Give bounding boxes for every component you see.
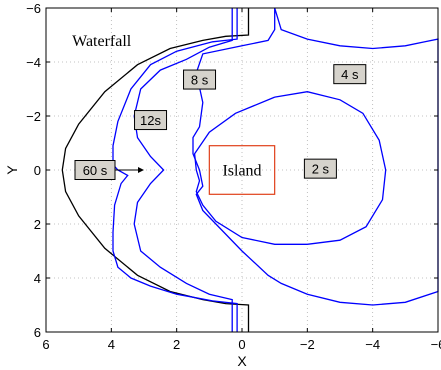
contour-line [112,8,238,332]
contour-label-box [183,69,217,90]
contour-label-box [333,64,367,85]
y-tick-label: −2 [26,109,41,124]
contour-line [193,91,387,245]
x-tick-label: −2 [300,337,315,352]
x-tick-label: −4 [365,337,380,352]
contour-label: 2 s [312,162,330,177]
contour-label: 60 s [83,163,108,178]
x-tick-label: 6 [42,337,49,352]
y-tick-label: 2 [34,217,41,232]
x-tick-label: 4 [108,337,115,352]
x-tick-label: 2 [173,337,180,352]
island-outline [208,145,276,195]
waterfall-annotation: Waterfall [72,33,132,50]
x-axis-label: X [237,353,247,369]
contour-line [192,7,439,306]
contour-label: 4 s [341,67,359,82]
y-axis-label: Y [4,165,20,175]
contour-label-box [134,110,168,131]
contour-label-box [303,158,337,179]
y-tick-label: −4 [26,55,41,70]
x-tick-label: 0 [238,337,245,352]
y-tick-label: 0 [34,163,41,178]
y-tick-label: 6 [34,325,41,340]
gridlines [46,8,438,332]
contour-line [133,8,233,332]
contour-label: 8 s [191,73,209,88]
contour-label: 12s [140,113,161,128]
x-tick-label: −6 [431,337,441,352]
arrow-head-icon [138,167,144,173]
contour-label-layer: 60 s 12s 8 s 4 s 2 s [74,64,367,180]
island-annotation: Island [222,162,261,179]
y-tick-label: −6 [26,1,41,16]
y-tick-label: 4 [34,271,41,286]
contour-label-box [74,160,116,180]
tick-layer: 6 4 2 0 −2 −4 −6 −6 −4 −2 0 2 4 6 [26,1,441,352]
